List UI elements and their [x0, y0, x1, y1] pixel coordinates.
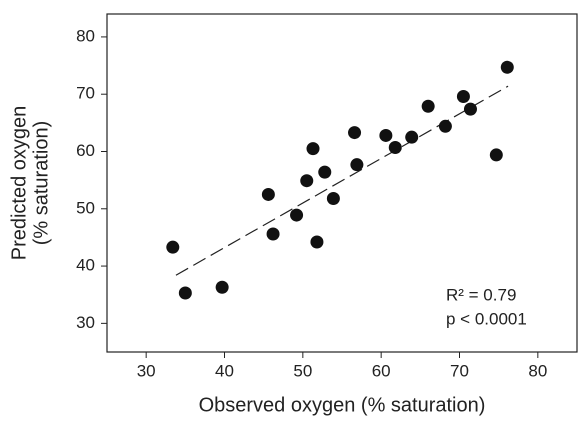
y-tick-label: 70: [76, 84, 95, 103]
annotation: p < 0.0001: [446, 309, 527, 328]
x-tick-label: 30: [137, 361, 156, 380]
data-point: [300, 174, 314, 188]
data-point: [438, 119, 452, 133]
trendline: [175, 85, 509, 276]
data-point: [350, 158, 364, 172]
data-point: [379, 128, 393, 142]
plot-frame: [106, 13, 578, 353]
data-point: [326, 191, 340, 205]
data-point: [290, 208, 304, 222]
y-axis-label: Predicted oxygen: [8, 106, 30, 261]
y-tick-label: 80: [76, 26, 95, 45]
x-tick-label: 60: [372, 361, 391, 380]
y-axis-label: (% saturation): [30, 121, 52, 246]
data-point: [489, 148, 503, 162]
data-point: [463, 102, 477, 116]
x-tick-label: 70: [450, 361, 469, 380]
y-tick-label: 50: [76, 198, 95, 217]
annotation: R² = 0.79: [446, 285, 516, 304]
data-point: [178, 286, 192, 300]
data-point: [306, 142, 320, 156]
data-point: [500, 60, 514, 74]
data-point: [261, 187, 275, 201]
data-point: [421, 99, 435, 113]
data-point: [266, 227, 280, 241]
data-point: [318, 165, 332, 179]
data-point: [348, 126, 362, 140]
y-tick-label: 40: [76, 256, 95, 275]
data-point: [166, 240, 180, 254]
data-point: [405, 130, 419, 144]
data-point: [456, 89, 470, 103]
x-tick-label: 80: [528, 361, 547, 380]
data-point: [388, 140, 402, 154]
x-axis-label: Observed oxygen (% saturation): [199, 394, 486, 416]
data-point: [310, 235, 324, 249]
y-tick-label: 60: [76, 141, 95, 160]
y-tick-label: 30: [76, 313, 95, 332]
x-tick-label: 50: [293, 361, 312, 380]
x-tick-label: 40: [215, 361, 234, 380]
data-point: [215, 280, 229, 294]
